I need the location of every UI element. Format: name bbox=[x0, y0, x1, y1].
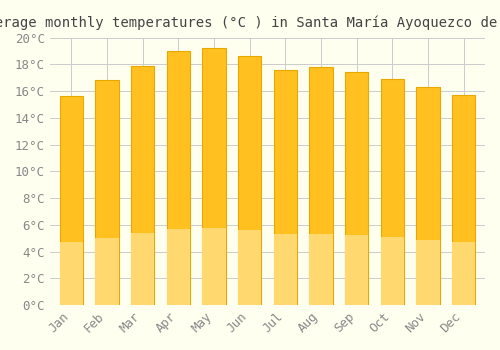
Bar bbox=[96, 80, 118, 305]
Bar bbox=[202, 228, 226, 305]
Bar bbox=[131, 233, 154, 305]
Bar bbox=[416, 87, 440, 305]
Bar bbox=[274, 234, 297, 305]
Bar bbox=[274, 70, 297, 305]
Bar bbox=[345, 235, 368, 305]
Bar bbox=[238, 56, 261, 305]
Bar bbox=[166, 51, 190, 305]
Bar bbox=[166, 229, 190, 305]
Bar bbox=[345, 72, 368, 305]
Bar bbox=[202, 48, 226, 305]
Bar bbox=[310, 234, 332, 305]
Bar bbox=[452, 242, 475, 305]
Bar bbox=[380, 79, 404, 305]
Bar bbox=[452, 95, 475, 305]
Bar bbox=[310, 67, 332, 305]
Title: Average monthly temperatures (°C ) in Santa María Ayoquezco de Aldama: Average monthly temperatures (°C ) in Sa… bbox=[0, 15, 500, 29]
Bar bbox=[60, 97, 83, 305]
Bar bbox=[380, 237, 404, 305]
Bar bbox=[238, 230, 261, 305]
Bar bbox=[60, 243, 83, 305]
Bar bbox=[96, 238, 118, 305]
Bar bbox=[131, 66, 154, 305]
Bar bbox=[416, 240, 440, 305]
